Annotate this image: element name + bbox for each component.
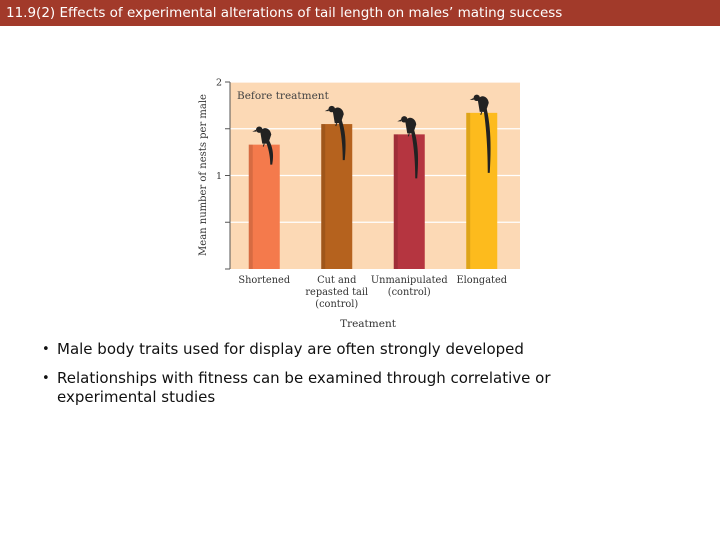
bird-long-tail-icon xyxy=(469,94,491,173)
y-tick-label: 1 xyxy=(216,171,222,182)
panel-label: Before treatment xyxy=(237,90,330,102)
y-ticks: 12 xyxy=(216,78,230,270)
bars xyxy=(248,112,498,269)
x-tick-labels: Shortened Cut and repasted tail (control)Un… xyxy=(238,275,507,310)
bar-3 xyxy=(393,134,425,269)
bar-2 xyxy=(321,124,353,269)
bird-medium-tail-icon xyxy=(324,105,346,161)
bullet-item-2: Relationships with fitness can be examin… xyxy=(42,369,622,407)
x-axis-label: Treatment xyxy=(340,318,397,330)
title-bar: 11.9(2) Effects of experimental alterati… xyxy=(0,0,720,26)
bullet-list: Male body traits used for display are of… xyxy=(42,340,622,417)
bar-4 xyxy=(466,112,498,269)
bullet-item-1: Male body traits used for display are of… xyxy=(42,340,622,359)
x-tick-label-1: Shortened xyxy=(238,275,290,286)
bar-shade-3 xyxy=(393,134,398,269)
y-tick-label: 2 xyxy=(216,78,222,89)
bird-normal-tail-icon xyxy=(397,116,419,179)
bar-shade-2 xyxy=(321,124,326,269)
bar-shade-1 xyxy=(248,144,253,269)
slide-title: 11.9(2) Effects of experimental alterati… xyxy=(6,5,563,21)
x-tick-label-3: Unmanipulated (control) xyxy=(371,275,448,298)
bar-1 xyxy=(248,144,280,269)
bar-shade-4 xyxy=(466,112,471,269)
x-tick-label-2: Cut and repasted tail (control) xyxy=(305,275,368,310)
x-tick-label-4: Elongated xyxy=(456,275,507,286)
bird-short-tail-icon xyxy=(252,126,274,165)
bird-icons xyxy=(252,94,491,179)
y-axis-label: Mean number of nests per male xyxy=(198,94,209,256)
